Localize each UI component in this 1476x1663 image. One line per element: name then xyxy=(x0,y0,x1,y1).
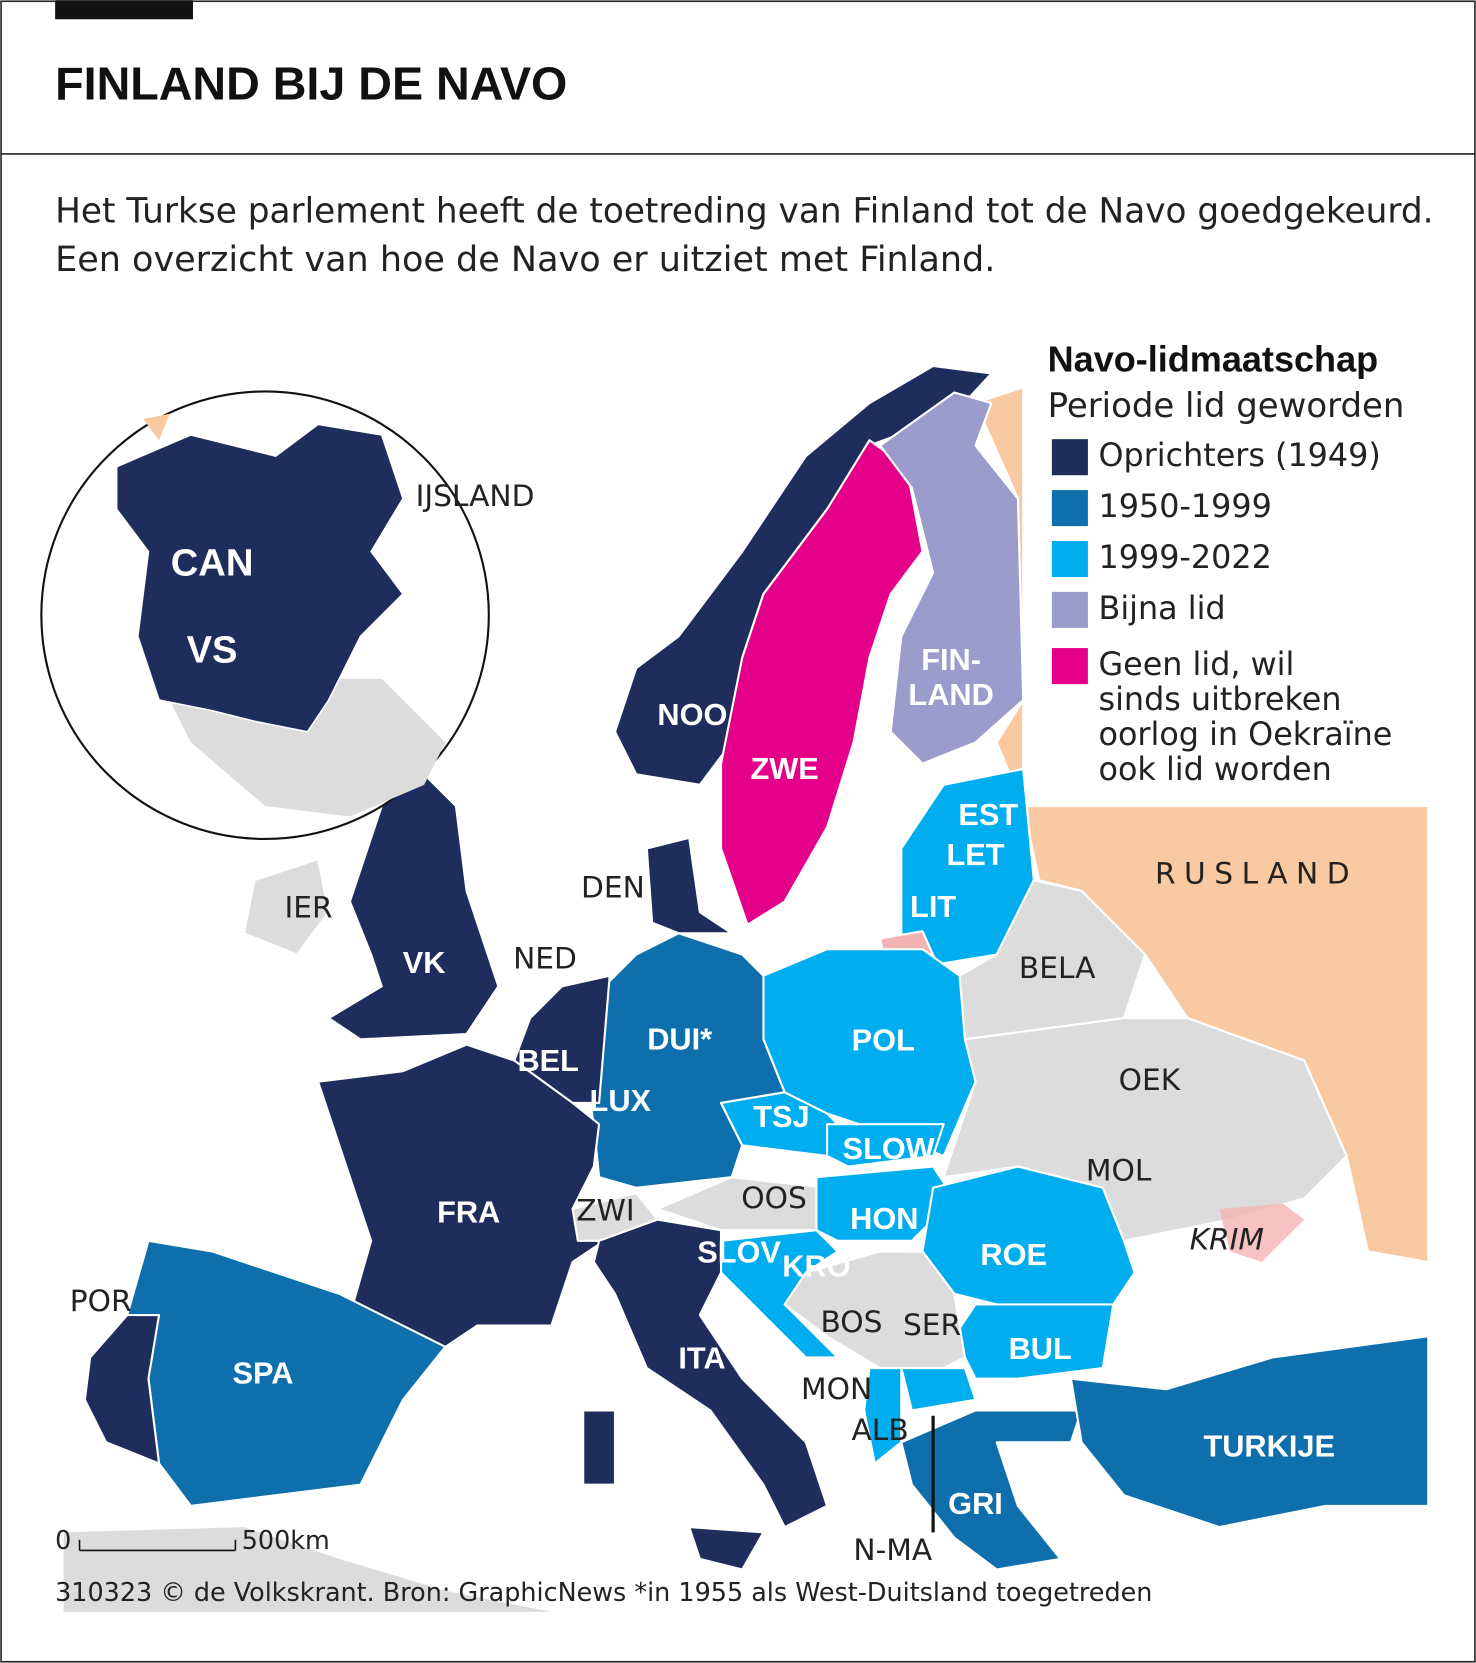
country-label: BUL xyxy=(1009,1331,1072,1366)
legend-label: 1950-1999 xyxy=(1099,487,1272,525)
country-label: IER xyxy=(284,889,332,924)
country-label: BELA xyxy=(1019,950,1096,985)
country-label: BEL xyxy=(517,1043,579,1078)
country xyxy=(719,1229,839,1359)
country xyxy=(826,1123,945,1168)
country-label: MOL xyxy=(1086,1152,1152,1187)
scale-label: 0 xyxy=(55,1525,71,1555)
country-label: POR xyxy=(70,1283,132,1318)
country xyxy=(83,1313,161,1465)
country xyxy=(242,858,330,956)
country-label: ZWE xyxy=(750,751,818,786)
legend-subtitle: Periode lid geworden xyxy=(1048,387,1405,426)
country-label: DUI* xyxy=(647,1022,712,1057)
country-label: KRIM xyxy=(1190,1221,1264,1256)
legend-label: 1999-2022 xyxy=(1099,538,1272,576)
legend-swatch xyxy=(1051,591,1088,628)
legend-label: oorlog in Oekraïne xyxy=(1099,715,1393,753)
country xyxy=(900,767,1035,967)
country-label: ROE xyxy=(980,1237,1047,1272)
country xyxy=(513,974,611,1105)
tab xyxy=(55,0,193,20)
africa xyxy=(63,1527,552,1612)
country-label: ZWI xyxy=(576,1193,634,1228)
country-label: ITA xyxy=(678,1341,725,1376)
country-label: VS xyxy=(187,628,238,671)
legend-label: Bijna lid xyxy=(1099,589,1226,627)
legend-swatch xyxy=(1051,648,1088,685)
crimea xyxy=(1219,1203,1305,1262)
country-label: VK xyxy=(403,945,446,980)
legend: Navo-lidmaatschap Periode lid geworden O… xyxy=(1048,338,1405,788)
country-label: SER xyxy=(903,1307,961,1342)
legend-label: Oprichters (1949) xyxy=(1099,436,1381,474)
country-label: FIN- xyxy=(921,642,981,677)
title: FINLAND BIJ DE NAVO xyxy=(55,57,567,109)
country-label: N-MA xyxy=(853,1532,933,1567)
country-label: NED xyxy=(513,940,577,975)
country xyxy=(719,439,924,926)
country-label: EST xyxy=(958,797,1018,832)
country-label: DEN xyxy=(581,869,645,904)
country-label: LUX xyxy=(590,1083,652,1118)
scale-label: 500km xyxy=(242,1525,330,1555)
intro-line: Een overzicht van hoe de Navo er uitziet… xyxy=(55,240,995,280)
country xyxy=(1069,1335,1430,1529)
country xyxy=(863,1366,903,1465)
legend-swatch xyxy=(1051,540,1088,578)
country-label: IJSLAND xyxy=(416,478,535,513)
country-label: SPA xyxy=(232,1356,293,1391)
country-label: OEK xyxy=(1119,1062,1182,1097)
legend-label: Geen lid, wil xyxy=(1099,645,1295,683)
country-label: HON xyxy=(850,1201,918,1236)
north-america xyxy=(115,423,404,733)
country-label: NOO xyxy=(657,697,727,732)
map: CAN VS NOO ZWE FIN-LAND EST LET LIT VK DUI* POL BEL… xyxy=(40,328,1430,1612)
legend-label: ook lid worden xyxy=(1099,750,1332,788)
country xyxy=(592,1218,829,1529)
country xyxy=(879,391,1025,765)
legend-background xyxy=(1026,328,1430,804)
country-label: ALB xyxy=(851,1412,908,1447)
country-label: BOS xyxy=(820,1304,882,1339)
country xyxy=(900,1366,977,1412)
country-label: SLOV xyxy=(697,1235,781,1270)
country-label: TURKIJE xyxy=(1203,1429,1335,1464)
legend-label: sinds uitbreken xyxy=(1099,680,1342,718)
country-label: LET xyxy=(946,837,1004,872)
land xyxy=(143,413,170,441)
legend-swatch xyxy=(1051,439,1088,476)
country-label: GRI xyxy=(948,1486,1003,1521)
footer: 310323 © de Volkskrant. Bron: GraphicNew… xyxy=(55,1577,1152,1607)
country xyxy=(900,1409,1083,1571)
country-label: RUSLAND xyxy=(1155,855,1358,890)
country-label: OOS xyxy=(741,1180,807,1215)
country-label: LAND xyxy=(908,677,993,712)
country-label: POL xyxy=(852,1023,915,1058)
country-label: SLOW xyxy=(842,1131,934,1166)
country-label: CAN xyxy=(171,541,254,584)
country-label: MON xyxy=(801,1371,872,1406)
legend-title: Navo-lidmaatschap xyxy=(1048,338,1379,379)
intro-line: Het Turkse parlement heeft de toetreding… xyxy=(55,191,1433,231)
country xyxy=(582,1409,617,1486)
country-label: LIT xyxy=(910,889,956,924)
country-label: TSJ xyxy=(753,1099,809,1134)
country xyxy=(688,1526,765,1571)
country-label: KRO xyxy=(782,1248,850,1283)
legend-swatch xyxy=(1051,490,1088,527)
country-label: FRA xyxy=(437,1194,500,1229)
country xyxy=(645,836,733,935)
